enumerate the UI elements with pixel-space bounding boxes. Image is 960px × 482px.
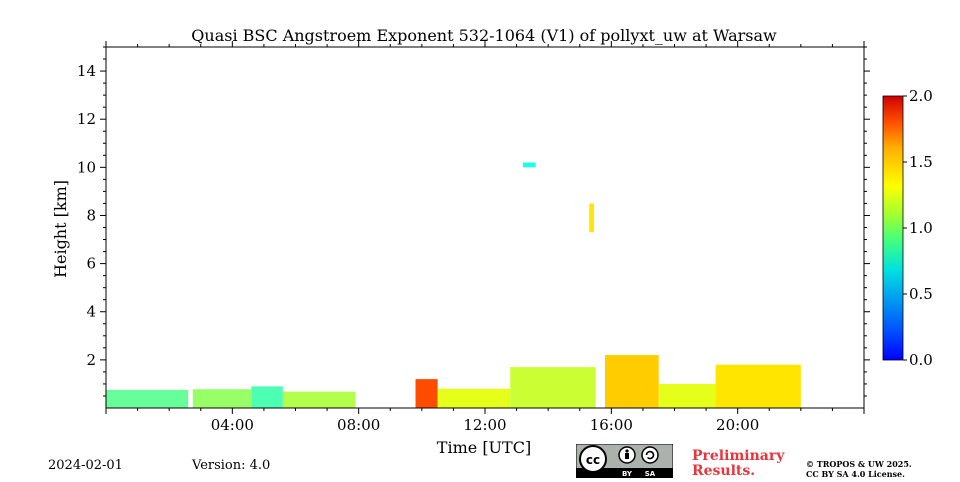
data-block-9	[658, 383, 716, 408]
x-tick-label-2: 12:00	[463, 416, 506, 434]
colorbar	[882, 95, 904, 361]
colorbar-tick-label-2: 1.0	[909, 219, 933, 237]
data-block-4	[282, 391, 356, 408]
version-label: Version: 4.0	[192, 458, 271, 473]
copyright-notice: © TROPOS & UW 2025. CC BY SA 4.0 License…	[806, 459, 912, 479]
preliminary-line-2: Results.	[692, 463, 756, 479]
svg-text:cc: cc	[586, 453, 600, 467]
plot-data-layer	[106, 162, 801, 408]
svg-text:BY: BY	[622, 470, 633, 478]
data-block-3	[251, 386, 283, 408]
data-feature-0	[589, 203, 594, 233]
x-tick-label-4: 20:00	[716, 416, 759, 434]
copyright-line-1: © TROPOS & UW 2025.	[806, 459, 912, 469]
x-axis: 04:00 08:00 12:00 16:00 20:00	[105, 41, 865, 434]
svg-text:SA: SA	[645, 470, 656, 478]
data-block-2	[192, 389, 252, 408]
y-tick-label-3: 8	[86, 206, 96, 224]
colorbar-axis: 0.0 0.5 1.0 1.5 2.0	[903, 87, 933, 369]
data-feature-1	[522, 162, 536, 168]
y-axis: 2 4 6 8 10 12 14	[77, 46, 870, 397]
preliminary-line-1: Preliminary	[692, 448, 785, 464]
data-block-7	[510, 367, 596, 408]
data-block-0	[106, 389, 189, 408]
chart-title: Quasi BSC Angstroem Exponent 532-1064 (V…	[191, 26, 777, 45]
data-block-5	[415, 379, 438, 408]
x-axis-label: Time [UTC]	[437, 438, 531, 457]
preliminary-results-label: Preliminary Results.	[692, 449, 784, 479]
y-tick-label-0: 2	[86, 351, 96, 369]
colorbar-tick-label-0: 0.0	[909, 351, 933, 369]
x-tick-label-3: 16:00	[590, 416, 633, 434]
date-label: 2024-02-01	[48, 458, 123, 473]
x-tick-label-0: 04:00	[211, 416, 254, 434]
data-block-6	[437, 388, 511, 408]
y-tick-label-2: 6	[86, 255, 96, 273]
colorbar-tick-label-4: 2.0	[909, 87, 933, 105]
plot-frame	[105, 46, 865, 409]
y-tick-label-6: 14	[77, 62, 96, 80]
data-block-8	[605, 355, 659, 408]
y-axis-label: Height [km]	[51, 180, 70, 278]
cc-license-logo: cc BY SA	[575, 443, 674, 479]
data-block-10	[715, 364, 801, 408]
y-tick-label-1: 4	[86, 303, 96, 321]
copyright-line-2: CC BY SA 4.0 License.	[806, 469, 905, 479]
colorbar-tick-label-1: 0.5	[909, 285, 933, 303]
y-tick-label-5: 12	[77, 110, 96, 128]
x-tick-label-1: 08:00	[337, 416, 380, 434]
y-tick-label-4: 10	[77, 158, 96, 176]
colorbar-tick-label-3: 1.5	[909, 153, 933, 171]
